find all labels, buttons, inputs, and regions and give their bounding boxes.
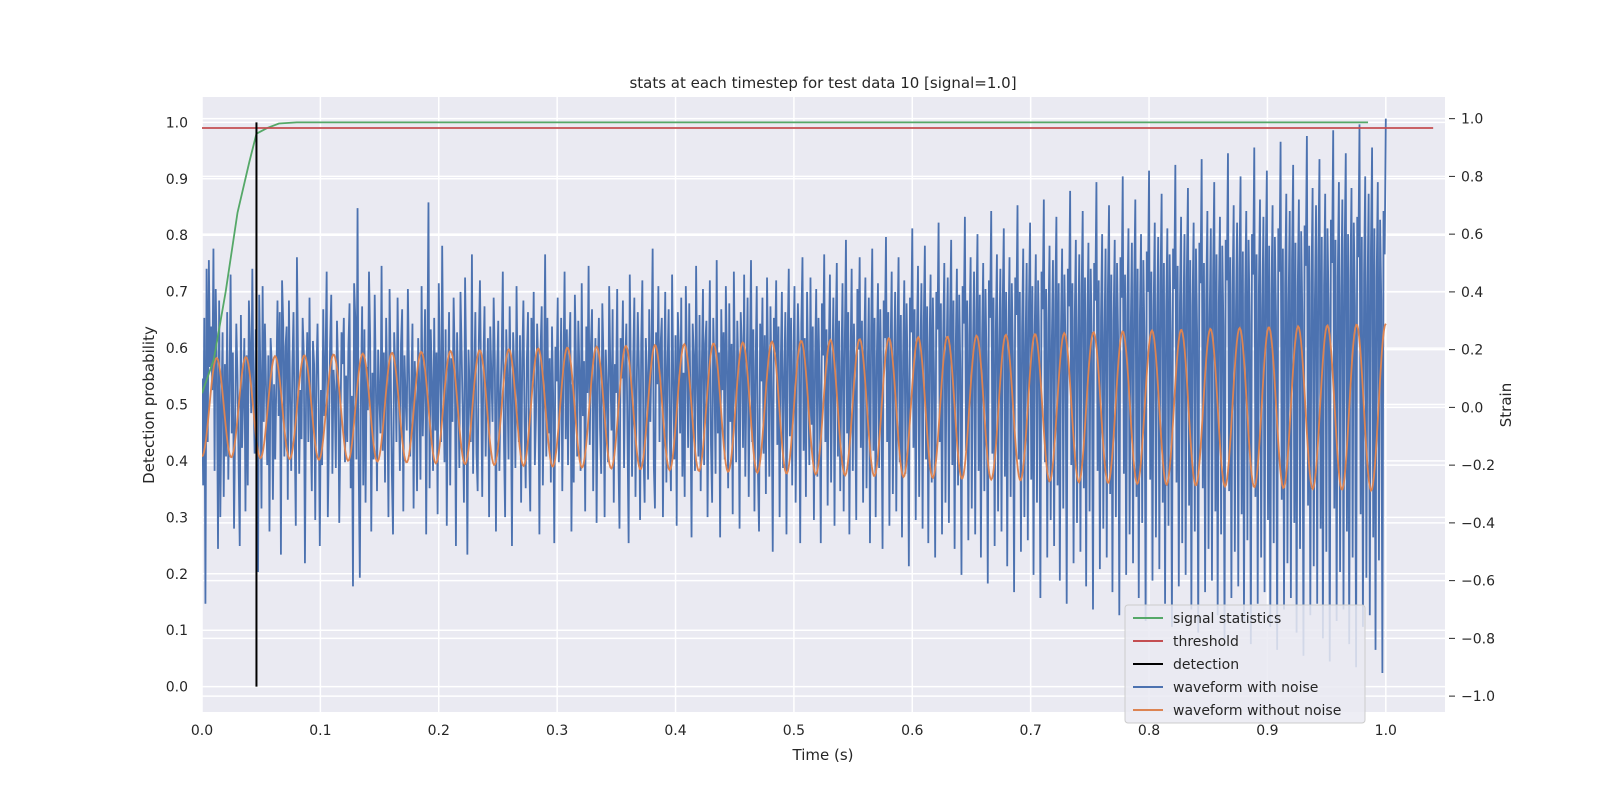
y2-tick-label: 0.8 <box>1461 169 1483 185</box>
y-tick-label: 1.0 <box>166 115 188 131</box>
y2-tick-label: 0.4 <box>1461 285 1483 301</box>
y-tick-label: 0.6 <box>166 341 188 357</box>
series-layer <box>202 118 1434 687</box>
y-tick-label: 0.3 <box>166 510 188 526</box>
x-tick-label: 0.4 <box>664 723 686 739</box>
x-tick-label: 0.6 <box>901 723 923 739</box>
series-waveform-with-noise <box>202 118 1387 674</box>
legend-label: threshold <box>1173 634 1239 650</box>
y-tick-label: 0.1 <box>166 623 188 639</box>
series-waveform-without-noise <box>202 323 1387 493</box>
y2-tick-label: −0.8 <box>1461 631 1495 647</box>
y2-tick-label: −1.0 <box>1461 689 1495 705</box>
y-tick-label: 0.5 <box>166 398 188 414</box>
x-axis-label: Time (s) <box>792 746 854 764</box>
x-tick-label: 0.2 <box>428 723 450 739</box>
y2-tick-label: −0.4 <box>1461 516 1495 532</box>
y2-tick-label: 0.0 <box>1461 400 1483 416</box>
legend-box <box>1124 604 1366 724</box>
y-tick-label: 0.7 <box>166 285 188 301</box>
x-tick-label: 0.9 <box>1256 723 1278 739</box>
x-tick-label: 0.1 <box>309 723 331 739</box>
legend-label: detection <box>1173 657 1239 673</box>
y-tick-label: 0.0 <box>166 680 188 696</box>
chart-title: stats at each timestep for test data 10 … <box>629 74 1016 92</box>
y-axis-label: Detection probability <box>140 326 158 484</box>
x-tick-label: 0.7 <box>1020 723 1042 739</box>
y2-tick-label: −0.2 <box>1461 458 1495 474</box>
legend-label: waveform without noise <box>1173 703 1341 719</box>
y-tick-label: 0.2 <box>166 567 188 583</box>
y2-tick-label: 0.6 <box>1461 227 1483 243</box>
x-tick-label: 0.0 <box>191 723 213 739</box>
x-tick-label: 1.0 <box>1375 723 1397 739</box>
y2-tick-label: 1.0 <box>1461 112 1483 128</box>
x-tick-label: 0.5 <box>783 723 805 739</box>
y-tick-label: 0.8 <box>166 228 188 244</box>
y-tick-label: 0.9 <box>166 172 188 188</box>
y2-tick-label: −0.6 <box>1461 574 1495 590</box>
y2-axis-label: Strain <box>1497 383 1515 427</box>
y-tick-label: 0.4 <box>166 454 188 470</box>
legend: signal statistics threshold detection wavef… <box>1124 604 1366 724</box>
y2-tick-labels: −1.0 −0.8 −0.6 −0.4 −0.2 0.0 0.2 0.4 0.6 0.8 1.0 <box>1449 112 1495 705</box>
x-tick-labels: 0.0 0.1 0.2 0.3 0.4 0.5 0.6 0.7 0.8 0.9 1.0 <box>191 723 1397 739</box>
x-tick-label: 0.8 <box>1138 723 1160 739</box>
legend-label: waveform with noise <box>1173 680 1318 696</box>
x-tick-label: 0.3 <box>546 723 568 739</box>
legend-label: signal statistics <box>1173 611 1281 627</box>
y-tick-labels: 0.0 0.1 0.2 0.3 0.4 0.5 0.6 0.7 0.8 0.9 1.0 <box>166 115 188 695</box>
y2-tick-label: 0.2 <box>1461 343 1483 359</box>
